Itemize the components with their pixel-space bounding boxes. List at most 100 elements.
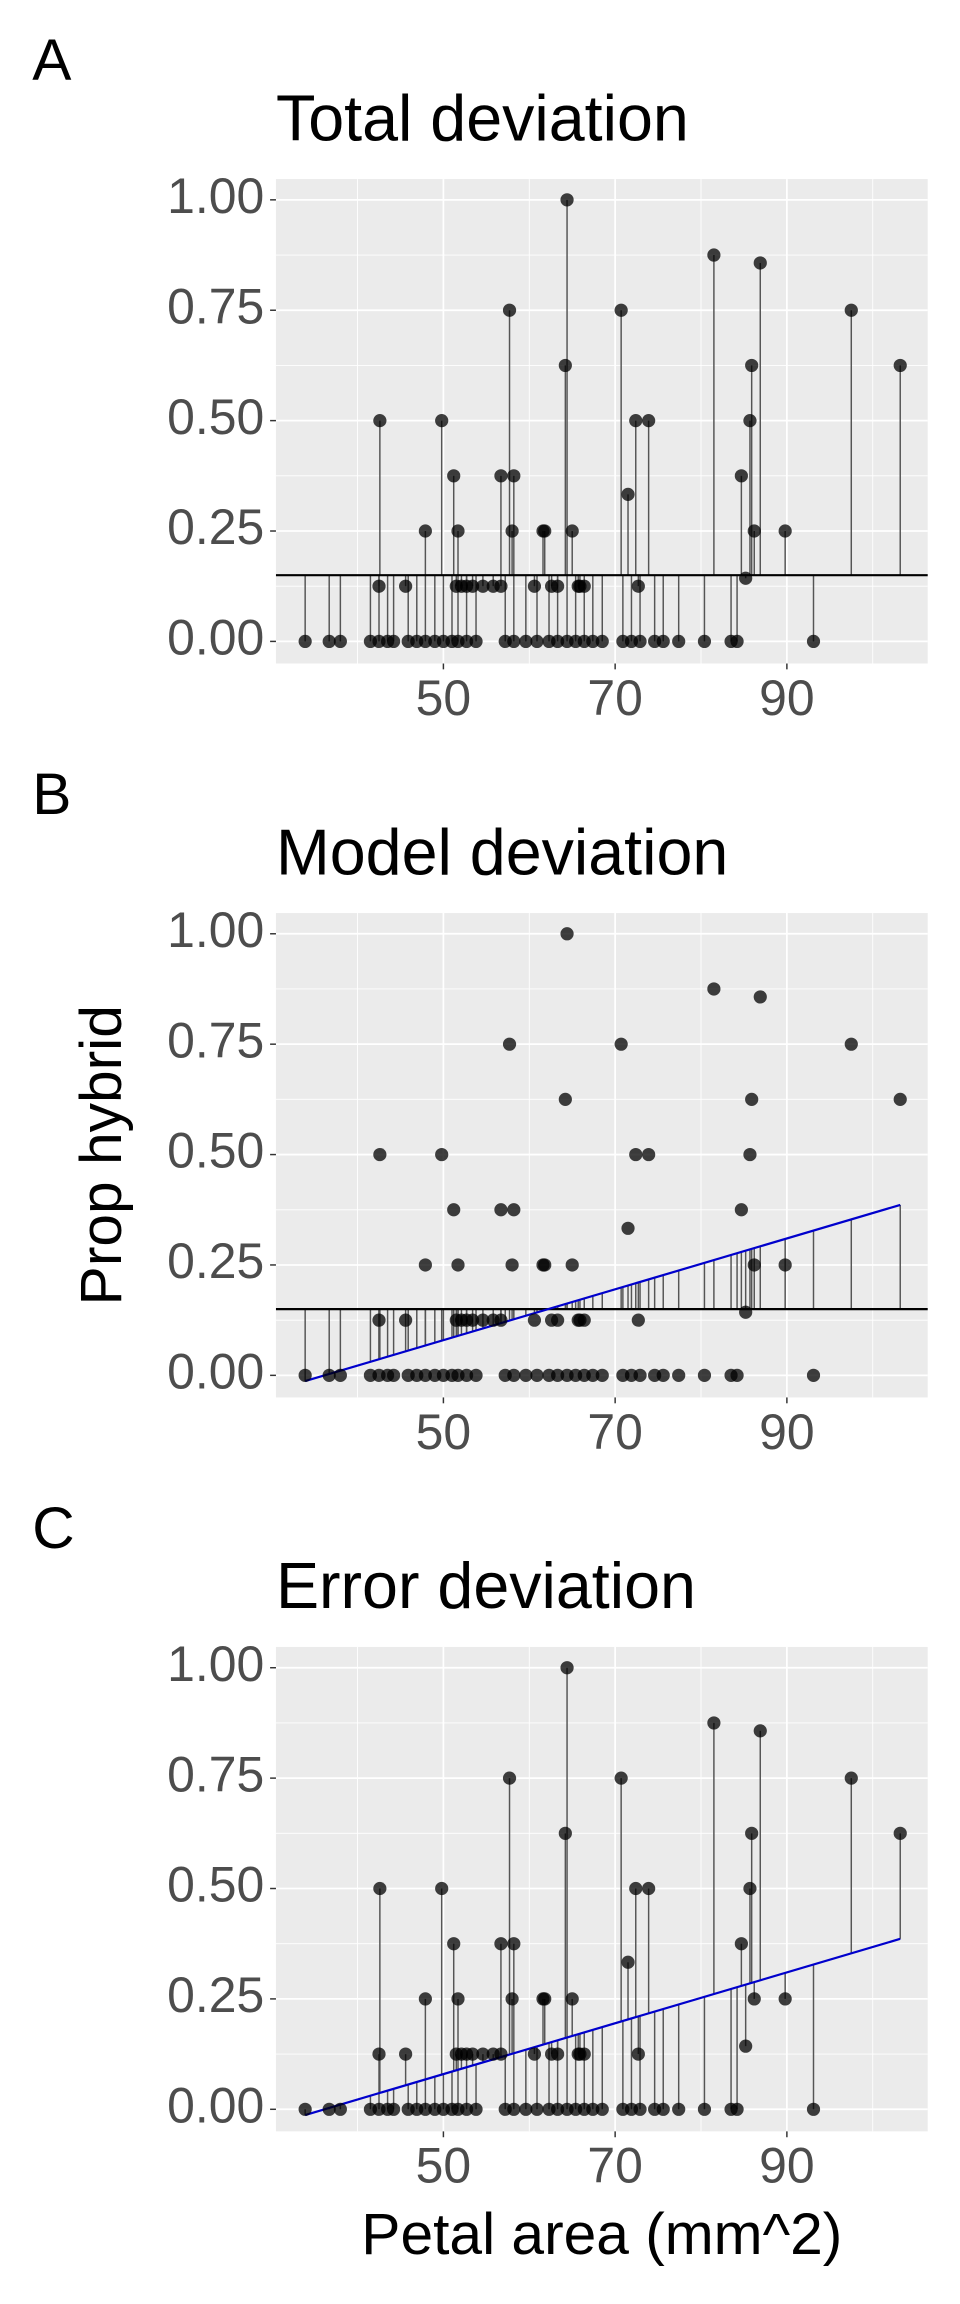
point (734, 1937, 748, 1951)
point (459, 2102, 474, 2116)
point (631, 1313, 645, 1327)
point (753, 256, 767, 270)
point (418, 524, 432, 538)
point (586, 634, 600, 649)
y-tick-label: 0.75 (167, 278, 264, 334)
point (476, 2047, 490, 2061)
point (551, 579, 565, 593)
point (447, 469, 461, 483)
point (494, 469, 508, 483)
y-tick-label: 0.75 (167, 1012, 264, 1068)
point (586, 1368, 600, 1382)
point (465, 2047, 480, 2061)
point (505, 524, 519, 538)
x-tick-label: 50 (416, 2138, 472, 2194)
point (476, 1313, 490, 1327)
panel-label: A (32, 28, 72, 93)
y-tick-label: 0.50 (167, 1123, 264, 1179)
point (558, 1826, 572, 1840)
panel-label: B (32, 762, 71, 827)
point (565, 1258, 579, 1272)
point (614, 1771, 628, 1785)
point (697, 2102, 712, 2116)
point (551, 2047, 565, 2061)
point (730, 634, 744, 649)
point (333, 1368, 347, 1382)
point (507, 634, 521, 649)
point (447, 1937, 461, 1951)
point (844, 303, 858, 317)
point (595, 1368, 609, 1382)
point (418, 2102, 432, 2116)
point (730, 2102, 744, 2116)
point (469, 634, 483, 649)
point (614, 303, 628, 317)
point (476, 579, 490, 593)
point (697, 1368, 712, 1382)
x-tick-label: 50 (416, 670, 472, 726)
point (642, 414, 656, 428)
point (298, 1368, 312, 1382)
point (743, 414, 757, 428)
fit-line (304, 1937, 901, 2117)
x-tick-label: 90 (759, 670, 815, 726)
y-tick-label: 0.25 (167, 499, 264, 555)
x-tick-label: 70 (587, 670, 642, 726)
point (494, 1313, 508, 1327)
point (322, 2102, 336, 2116)
point (629, 1147, 643, 1162)
point (399, 2047, 413, 2061)
point (465, 1313, 480, 1327)
point (298, 634, 312, 649)
point (893, 358, 907, 373)
point (633, 1368, 647, 1382)
point (298, 2102, 312, 2116)
point (469, 2102, 483, 2116)
point (893, 1092, 907, 1106)
panel-title: Total deviation (276, 82, 689, 154)
y-tick-label: 0.25 (167, 1967, 264, 2023)
point (418, 1368, 432, 1382)
point (743, 1147, 757, 1162)
x-tick-label: 90 (759, 1404, 815, 1460)
point (435, 1881, 449, 1896)
panel-title: Model deviation (276, 816, 728, 888)
point (631, 579, 645, 593)
point (595, 634, 609, 649)
fit-line (304, 1203, 901, 1383)
point (621, 487, 635, 501)
point (778, 524, 792, 538)
point (734, 1203, 748, 1217)
point (565, 524, 579, 538)
point (530, 634, 544, 649)
point (558, 1092, 572, 1106)
x-tick-label: 70 (587, 1404, 642, 1460)
y-tick-label: 0.00 (167, 610, 264, 666)
y-tick-label: 1.00 (167, 168, 264, 224)
point (494, 579, 508, 593)
point (551, 1368, 565, 1382)
point (519, 2102, 533, 2116)
point (844, 1771, 858, 1785)
panel-label: C (32, 1496, 74, 1561)
point (530, 2102, 544, 2116)
point (435, 414, 449, 428)
point (577, 579, 591, 593)
point (806, 634, 821, 649)
point (551, 634, 565, 649)
point (745, 358, 759, 373)
point (656, 1368, 670, 1382)
point (558, 358, 572, 373)
point (697, 634, 712, 649)
point (505, 1992, 519, 2006)
point (386, 2102, 401, 2116)
point (451, 524, 465, 538)
point (734, 469, 748, 483)
point (806, 1368, 821, 1382)
point (519, 634, 533, 649)
point (372, 2047, 386, 2061)
point (778, 1992, 792, 2006)
point (418, 1992, 432, 2006)
